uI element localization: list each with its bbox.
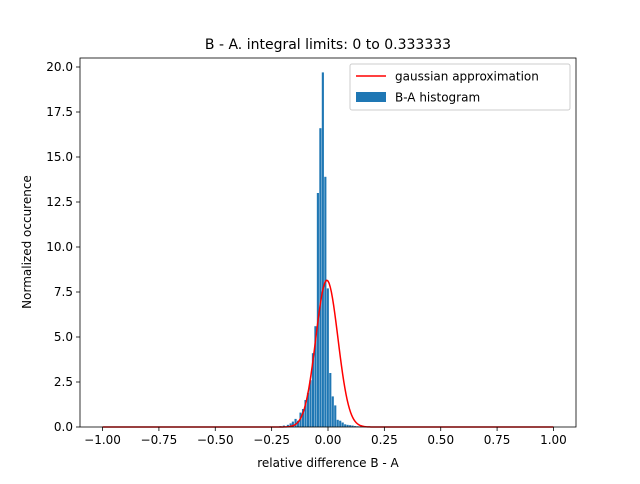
histogram-bar: [334, 405, 336, 427]
y-axis-label: Normalized occurence: [20, 175, 34, 309]
y-tick-label: 0.0: [54, 420, 73, 434]
x-tick-label: −0.25: [253, 433, 290, 447]
histogram-bar: [342, 423, 344, 428]
legend-gaussian-label: gaussian approximation: [395, 70, 539, 84]
x-tick-label: −0.50: [197, 433, 234, 447]
legend-histogram-label: B-A histogram: [395, 91, 480, 105]
y-tick-label: 2.5: [54, 375, 73, 389]
y-tick-label: 10.0: [46, 240, 73, 254]
y-tick-label: 15.0: [46, 150, 73, 164]
y-tick-label: 17.5: [46, 105, 73, 119]
x-tick-label: 1.00: [540, 433, 567, 447]
x-tick-label: 0.00: [315, 433, 342, 447]
histogram-bar: [329, 373, 331, 427]
x-tick-label: 0.75: [484, 433, 511, 447]
y-tick-label: 5.0: [54, 330, 73, 344]
histogram-bar: [319, 128, 321, 427]
histogram-bar: [332, 396, 334, 427]
histogram-bar: [327, 288, 329, 427]
y-tick-label: 20.0: [46, 60, 73, 74]
x-tick-label: −0.75: [141, 433, 178, 447]
x-tick-label: 0.50: [427, 433, 454, 447]
histogram-bar: [344, 424, 346, 427]
histogram-bar: [337, 420, 339, 427]
histogram-bar: [324, 177, 326, 427]
histogram-bar: [317, 193, 319, 427]
chart-title: B - A. integral limits: 0 to 0.333333: [205, 37, 451, 53]
x-axis-label: relative difference B - A: [257, 456, 399, 470]
x-tick-label: −1.00: [84, 433, 121, 447]
histogram-bar: [322, 72, 324, 427]
y-tick-label: 7.5: [54, 285, 73, 299]
histogram-bar: [339, 421, 341, 427]
x-tick-label: 0.25: [371, 433, 398, 447]
y-tick-label: 12.5: [46, 195, 73, 209]
legend: gaussian approximation B-A histogram: [350, 64, 570, 110]
legend-histogram-swatch: [356, 92, 386, 102]
